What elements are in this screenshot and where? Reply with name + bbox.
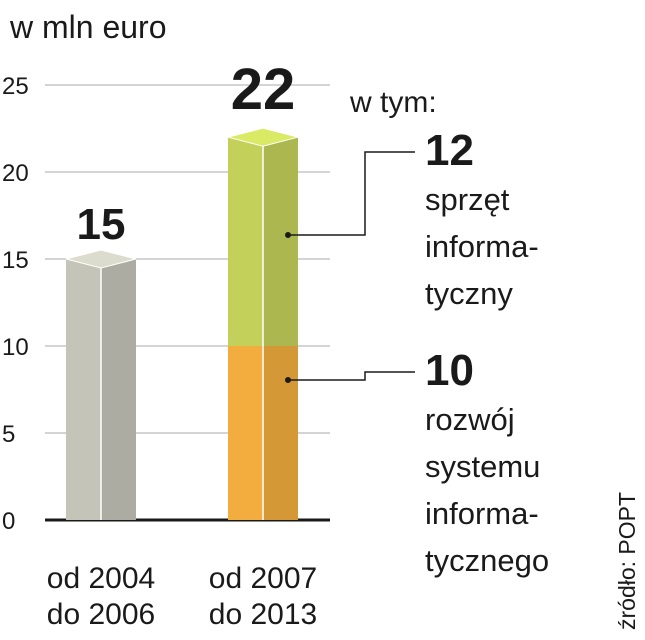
bar-side <box>101 259 136 520</box>
bar-front <box>228 137 263 346</box>
bar-front <box>228 346 263 520</box>
bar-side <box>263 346 298 520</box>
y-tick-label: 0 <box>2 508 15 535</box>
legend-label: systemu <box>425 449 540 484</box>
y-tick-label: 15 <box>2 247 29 274</box>
legend-label: sprzęt <box>425 182 510 217</box>
bar <box>228 346 298 520</box>
bar <box>228 137 298 346</box>
bar-cap <box>227 127 299 147</box>
annotation: w tym: <box>349 86 437 119</box>
leader-line <box>288 371 415 381</box>
segment-label: 12 <box>425 126 474 175</box>
x-tick-label: do 2013 <box>209 598 317 631</box>
x-tick-label: do 2006 <box>47 598 155 631</box>
leader-line <box>288 151 415 236</box>
bar-cap <box>65 249 137 269</box>
legend-label: informa- <box>425 496 539 531</box>
chart-title: w mln euro <box>9 9 167 45</box>
source: źródło: POPT <box>614 492 640 630</box>
y-tick-label: 25 <box>2 73 29 100</box>
legend-label: informa- <box>425 229 539 264</box>
y-tick-label: 20 <box>2 160 29 187</box>
x-tick-label: od 2004 <box>47 562 155 595</box>
total-label: 22 <box>231 57 296 122</box>
bar <box>66 259 136 520</box>
segment-label: 10 <box>425 346 474 395</box>
bar-front <box>66 259 101 520</box>
total-label: 15 <box>77 200 126 249</box>
legend-label: tycznego <box>425 543 549 578</box>
legend-label: tyczny <box>425 276 513 311</box>
bar-side <box>263 137 298 346</box>
y-tick-label: 10 <box>2 334 29 361</box>
legend-label: rozwój <box>425 402 515 437</box>
x-tick-label: od 2007 <box>209 562 317 595</box>
y-tick-label: 5 <box>2 421 15 448</box>
